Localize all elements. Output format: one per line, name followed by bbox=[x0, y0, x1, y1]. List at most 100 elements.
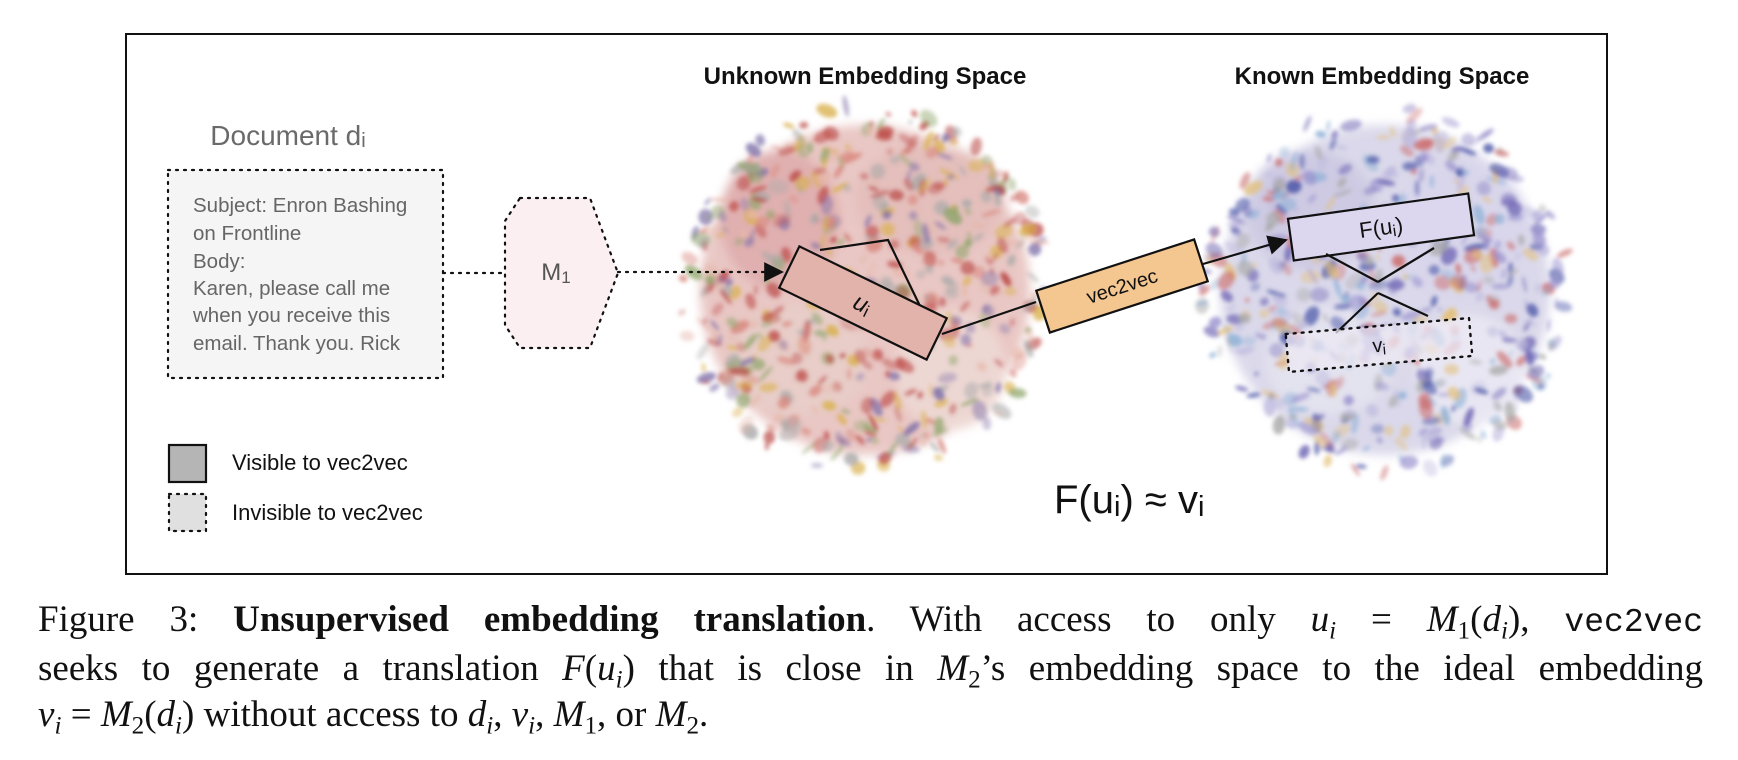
cloud-speckle bbox=[1506, 241, 1516, 251]
cloud-speckle bbox=[844, 144, 851, 150]
cloud-speckle bbox=[991, 251, 999, 263]
cloud-speckle bbox=[704, 197, 712, 206]
caption-text: seeks to generate a translation bbox=[38, 648, 563, 689]
cloud-speckle bbox=[1526, 303, 1539, 317]
cloud-speckle bbox=[908, 119, 913, 125]
cloud-speckle bbox=[995, 382, 1002, 394]
cloud-speckle bbox=[1250, 282, 1261, 292]
cloud-speckle bbox=[1303, 115, 1312, 132]
cloud-speckle bbox=[1306, 387, 1322, 393]
cloud-speckle bbox=[1220, 290, 1233, 303]
cloud-speckle bbox=[750, 393, 761, 408]
closeness-cross-lines bbox=[1325, 247, 1435, 334]
cloud-speckle bbox=[767, 179, 789, 195]
cloud-speckle bbox=[1522, 275, 1527, 293]
cloud-speckle bbox=[945, 281, 959, 295]
cloud-speckle bbox=[999, 323, 1011, 334]
cloud-speckle bbox=[1489, 365, 1509, 376]
cloud-speckle bbox=[936, 152, 954, 160]
cloud-speckle bbox=[1501, 268, 1507, 280]
cloud-speckle bbox=[818, 383, 841, 394]
vec2vec-translator-box[interactable] bbox=[1034, 238, 1210, 334]
legend-invisible-swatch bbox=[167, 492, 208, 533]
cloud-speckle bbox=[1442, 136, 1457, 149]
cloud-speckle bbox=[1323, 313, 1329, 323]
cloud-speckle bbox=[1205, 242, 1223, 259]
cloud-speckle bbox=[1540, 287, 1552, 297]
cloud-speckle bbox=[1225, 334, 1232, 350]
cloud-speckle bbox=[751, 196, 768, 203]
cloud-speckle bbox=[955, 244, 969, 259]
cloud-speckle bbox=[943, 207, 963, 225]
cloud-speckle bbox=[745, 143, 762, 157]
u-neighborhood-lines bbox=[819, 238, 921, 307]
cloud-speckle bbox=[1303, 306, 1320, 326]
caption-math: u bbox=[1310, 599, 1330, 640]
cloud-speckle bbox=[972, 232, 984, 242]
cloud-speckle bbox=[1548, 341, 1555, 351]
cloud-speckle bbox=[1430, 295, 1438, 307]
cloud-speckle bbox=[1502, 337, 1518, 343]
cloud-speckle bbox=[725, 385, 740, 400]
cloud-speckle bbox=[859, 173, 869, 180]
cloud-speckle bbox=[1422, 459, 1438, 477]
cloud-speckle bbox=[1008, 388, 1027, 399]
cloud-speckle bbox=[1532, 230, 1546, 248]
cloud-speckle bbox=[1440, 406, 1451, 425]
cloud-speckle bbox=[817, 375, 828, 386]
cloud-speckle bbox=[1456, 174, 1466, 192]
cloud-speckle bbox=[1325, 261, 1339, 279]
cloud-speckle bbox=[1400, 424, 1411, 439]
cloud-speckle bbox=[1476, 435, 1482, 443]
cloud-speckle bbox=[1436, 378, 1447, 388]
cloud-speckle bbox=[964, 381, 979, 399]
cloud-speckle bbox=[842, 152, 863, 164]
cloud-speckle bbox=[1429, 438, 1443, 450]
cloud-speckle bbox=[1468, 135, 1483, 146]
cloud-speckle bbox=[1546, 318, 1551, 332]
cloud-speckle bbox=[1007, 254, 1016, 266]
cloud-speckle bbox=[1298, 444, 1310, 459]
cloud-speckle bbox=[717, 231, 726, 238]
cloud-speckle bbox=[1483, 275, 1495, 285]
cloud-speckle bbox=[738, 415, 754, 434]
cloud-speckle bbox=[705, 274, 716, 285]
cloud-speckle bbox=[1290, 150, 1298, 172]
cloud-speckle bbox=[1260, 334, 1266, 340]
cloud-speckle bbox=[907, 437, 919, 450]
caption-math: v bbox=[511, 694, 529, 735]
cloud-speckle bbox=[959, 300, 970, 313]
cloud-speckle bbox=[821, 156, 829, 168]
cloud-speckle bbox=[1203, 326, 1220, 338]
cloud-speckle bbox=[1436, 306, 1444, 312]
cloud-speckle bbox=[933, 454, 944, 461]
caption-math: 2 bbox=[968, 666, 981, 694]
cloud-speckle bbox=[1424, 367, 1434, 379]
cloud-speckle bbox=[870, 190, 890, 199]
cloud-speckle bbox=[745, 293, 756, 310]
cloud-speckle bbox=[1324, 376, 1332, 386]
cloud-speckle bbox=[1508, 262, 1513, 274]
cloud-speckle bbox=[1262, 196, 1275, 202]
cloud-speckle bbox=[1507, 213, 1524, 222]
cloud-speckle bbox=[994, 358, 1004, 367]
cloud-speckle bbox=[1515, 337, 1528, 350]
cloud-speckle bbox=[1494, 213, 1505, 225]
cloud-speckle bbox=[1376, 254, 1380, 261]
cloud-speckle bbox=[910, 243, 923, 254]
cloud-speckle bbox=[1400, 145, 1414, 157]
cloud-speckle bbox=[1527, 365, 1545, 379]
document-line: email. Thank you. Rick bbox=[193, 332, 401, 355]
cloud-speckle bbox=[1374, 178, 1396, 186]
cloud-speckle bbox=[727, 345, 738, 351]
cloud-speckle bbox=[1234, 324, 1245, 332]
cloud-speckle bbox=[770, 164, 780, 178]
cloud-speckle bbox=[1375, 382, 1389, 391]
cloud-speckle bbox=[797, 142, 811, 159]
cloud-speckle bbox=[1411, 169, 1417, 175]
cloud-speckle bbox=[855, 372, 865, 381]
cloud-speckle bbox=[1268, 257, 1283, 274]
cloud-speckle bbox=[908, 210, 918, 221]
cloud-speckle bbox=[741, 374, 760, 384]
cloud-speckle bbox=[920, 410, 928, 429]
